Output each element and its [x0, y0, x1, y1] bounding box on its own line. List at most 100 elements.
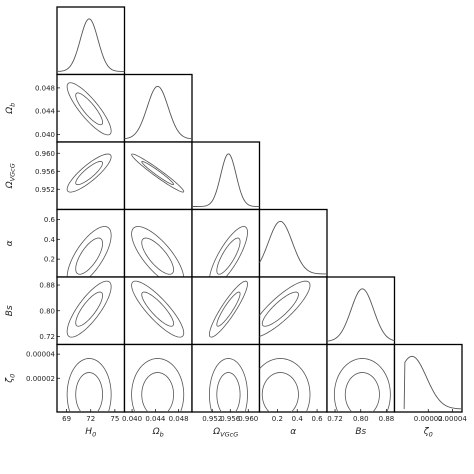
- panel-zeta0-alpha: [258, 343, 328, 413]
- contour-2sigma: [66, 280, 112, 338]
- y-tick-label: 0.960: [35, 150, 55, 158]
- contour-2sigma: [131, 280, 185, 338]
- contour-2sigma: [131, 153, 185, 193]
- x-axis-label-H0: H0: [85, 427, 96, 439]
- axis-label-text: Bs: [355, 427, 366, 437]
- panel-Bs-OVGCG: [191, 276, 261, 346]
- axis-label-text: Ω: [5, 181, 15, 189]
- panel-Bs-H0: [56, 276, 126, 346]
- contour-1sigma: [75, 372, 103, 412]
- panel-frame: [393, 343, 463, 413]
- x-tick-label: 0.048: [169, 415, 189, 423]
- panel-frame: [326, 343, 396, 413]
- marginal-curve: [403, 355, 463, 410]
- contour-1sigma: [261, 372, 299, 412]
- y-tick-label: 0.6: [44, 216, 56, 224]
- y-tick-label: 0.00004: [26, 351, 55, 359]
- panel-zeta0-Ob: [123, 343, 193, 413]
- y-tick-label: 0.2: [44, 256, 55, 264]
- contour-1sigma: [75, 161, 103, 186]
- panel-OVGCG-Ob: [123, 141, 193, 211]
- panel-Ob-H0: [56, 73, 126, 143]
- x-tick-label: 0.956: [220, 415, 241, 423]
- x-tick-label: 0.2: [272, 415, 283, 423]
- y-tick-label: 0.72: [39, 333, 55, 341]
- contour-2sigma: [66, 153, 112, 193]
- x-tick-label: 69: [62, 415, 71, 423]
- contour-1sigma: [141, 291, 174, 327]
- contour-2sigma: [259, 280, 311, 337]
- x-tick-label: 75: [110, 415, 119, 423]
- contour-1sigma: [344, 372, 380, 412]
- axis-label-text: ζ: [5, 377, 15, 384]
- y-tick-label: 0.040: [35, 131, 55, 139]
- panel-zeta0-zeta0: [393, 343, 463, 413]
- y-axis-label-Bs: Bs: [5, 305, 15, 316]
- y-tick-label: 0.956: [35, 168, 56, 176]
- axis-label-subscript: b: [160, 431, 164, 439]
- x-tick-label: 0.960: [238, 415, 258, 423]
- axis-label-text: Ω: [152, 427, 160, 437]
- panel-H0-H0: [56, 6, 126, 76]
- contour-1sigma: [261, 291, 299, 327]
- axis-label-subscript: 0: [92, 431, 96, 439]
- panel-frame: [258, 208, 328, 278]
- panel-alpha-OVGCG: [191, 208, 261, 278]
- axis-label-subscript: VGcG: [9, 163, 17, 181]
- panel-frame: [123, 208, 193, 278]
- x-axis-label-alpha: α: [290, 427, 296, 437]
- x-tick-label: 0.6: [312, 415, 324, 423]
- x-tick-label: 0.4: [292, 415, 304, 423]
- panel-alpha-Ob: [123, 208, 193, 278]
- x-axis-label-Ob: Ωb: [152, 427, 164, 439]
- x-tick-label: 0.80: [353, 415, 369, 423]
- axis-label-text: Ω: [5, 107, 15, 115]
- x-tick-label: 0.88: [379, 415, 395, 423]
- contour-2sigma: [66, 358, 112, 412]
- contour-1sigma: [75, 237, 103, 275]
- panel-OVGCG-OVGCG: [191, 141, 261, 211]
- y-tick-label: 0.88: [39, 282, 55, 290]
- panel-zeta0-H0: [56, 343, 126, 413]
- contour-1sigma: [75, 92, 103, 126]
- y-tick-label: 0.044: [35, 108, 56, 116]
- axis-label-subscript: 0: [9, 374, 17, 378]
- x-tick-label: 72: [86, 415, 95, 423]
- panel-frame: [191, 276, 261, 346]
- marginal-curve: [56, 18, 125, 72]
- x-axis-label-OVGCG: ΩVGcG: [212, 427, 238, 439]
- panel-frame: [123, 141, 193, 211]
- contour-2sigma: [333, 358, 391, 412]
- x-tick-label: 0.00004: [438, 415, 467, 423]
- y-tick-label: 0.952: [35, 186, 55, 194]
- panel-frame: [258, 276, 328, 346]
- y-tick-label: 0.4: [44, 236, 56, 244]
- axis-label-text: α: [5, 240, 15, 246]
- panel-Ob-Ob: [123, 73, 193, 143]
- panel-frame: [258, 343, 328, 413]
- axis-label-text: H: [85, 427, 92, 437]
- contour-1sigma: [141, 161, 174, 186]
- y-tick-label: 0.80: [39, 307, 55, 315]
- x-tick-label: 0.952: [202, 415, 222, 423]
- panel-frame: [123, 276, 193, 346]
- axis-label-text: α: [290, 427, 296, 437]
- contour-2sigma: [209, 226, 248, 277]
- x-tick-label: 0.044: [145, 415, 166, 423]
- panel-frame: [191, 343, 261, 413]
- panel-zeta0-OVGCG: [191, 343, 261, 413]
- y-axis-label-Ob: Ωb: [5, 103, 17, 115]
- x-axis-label-Bs: Bs: [355, 427, 366, 437]
- marginal-curve: [326, 288, 395, 342]
- contour-2sigma: [208, 358, 248, 412]
- marginal-curve: [192, 153, 260, 207]
- contour-1sigma: [216, 237, 241, 275]
- panel-frame: [123, 73, 193, 143]
- panel-frame: [56, 208, 126, 278]
- axis-label-subscript: VGcG: [220, 431, 238, 439]
- axis-label-text: Bs: [5, 305, 15, 316]
- panel-frame: [191, 208, 261, 278]
- contour-2sigma: [66, 82, 112, 136]
- y-tick-label: 0.048: [35, 84, 55, 92]
- contour-2sigma: [208, 280, 248, 338]
